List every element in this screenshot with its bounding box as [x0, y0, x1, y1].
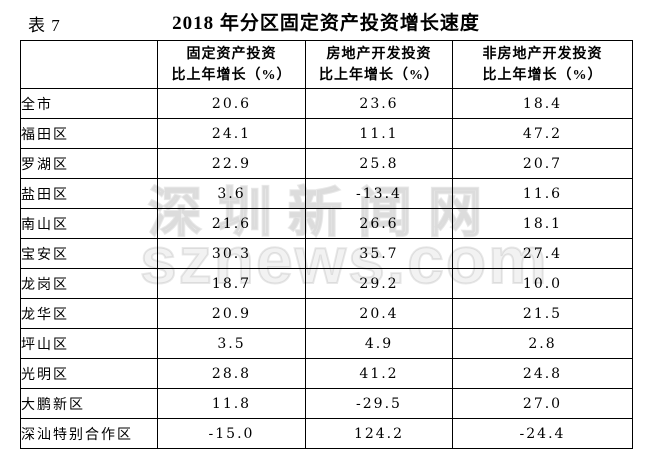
realestate-investment-value: 26.6 — [305, 208, 453, 239]
fixed-investment-value: 11.8 — [157, 388, 306, 419]
table-row: 福田区 24.1 11.1 47.2 — [20, 118, 633, 149]
table-row: 龙华区 20.9 20.4 21.5 — [20, 298, 633, 329]
district-name: 罗湖区 — [20, 148, 158, 179]
caption-row: 表 7 2018 年分区固定资产投资增长速度 — [20, 8, 632, 36]
district-name: 盐田区 — [20, 178, 158, 209]
fixed-investment-value: -15.0 — [157, 418, 306, 449]
table-number-label: 表 7 — [28, 16, 61, 35]
nonrealestate-investment-value: 24.8 — [452, 358, 633, 389]
nonrealestate-investment-value: 20.7 — [452, 148, 633, 179]
fixed-investment-value: 3.6 — [157, 178, 306, 209]
nonrealestate-investment-value: 27.4 — [452, 238, 633, 269]
fixed-investment-value: 24.1 — [157, 118, 306, 149]
table-row: 罗湖区 22.9 25.8 20.7 — [20, 148, 633, 179]
nonrealestate-investment-value: 10.0 — [452, 268, 633, 299]
nonrealestate-investment-value: 21.5 — [452, 298, 633, 329]
header-nonrealestate-investment-line1: 非房地产开发投资 — [482, 46, 603, 62]
header-nonrealestate-investment-line2: 比上年增长（%） — [482, 67, 603, 83]
district-name: 大鹏新区 — [20, 388, 158, 419]
district-name: 宝安区 — [20, 238, 158, 269]
realestate-investment-value: 124.2 — [305, 418, 453, 449]
fixed-investment-value: 3.5 — [157, 328, 306, 359]
district-name: 福田区 — [20, 118, 158, 149]
nonrealestate-investment-value: 11.6 — [452, 178, 633, 209]
realestate-investment-value: 4.9 — [305, 328, 453, 359]
investment-growth-table: 固定资产投资 比上年增长（%） 房地产开发投资 比上年增长（%） 非房地产开发投… — [20, 40, 633, 449]
realestate-investment-value: 23.6 — [305, 88, 453, 119]
realestate-investment-value: 29.2 — [305, 268, 453, 299]
district-name: 深汕特别合作区 — [20, 418, 158, 449]
table-row: 宝安区 30.3 35.7 27.4 — [20, 238, 633, 269]
page-title: 2018 年分区固定资产投资增长速度 — [172, 13, 480, 34]
nonrealestate-investment-value: 18.4 — [452, 88, 633, 119]
district-name: 龙华区 — [20, 298, 158, 329]
header-realestate-investment-line1: 房地产开发投资 — [326, 46, 432, 62]
fixed-investment-value: 20.9 — [157, 298, 306, 329]
header-fixed-investment-line2: 比上年增长（%） — [171, 67, 292, 83]
district-name: 全市 — [20, 88, 158, 119]
header-fixed-investment: 固定资产投资 比上年增长（%） — [157, 40, 306, 89]
nonrealestate-investment-value: 18.1 — [452, 208, 633, 239]
nonrealestate-investment-value: 2.8 — [452, 328, 633, 359]
table-row: 南山区 21.6 26.6 18.1 — [20, 208, 633, 239]
realestate-investment-value: 25.8 — [305, 148, 453, 179]
realestate-investment-value: 35.7 — [305, 238, 453, 269]
header-district — [20, 40, 158, 89]
header-fixed-investment-line1: 固定资产投资 — [186, 46, 277, 62]
fixed-investment-value: 28.8 — [157, 358, 306, 389]
table-row: 龙岗区 18.7 29.2 10.0 — [20, 268, 633, 299]
district-name: 光明区 — [20, 358, 158, 389]
fixed-investment-value: 22.9 — [157, 148, 306, 179]
table-row: 坪山区 3.5 4.9 2.8 — [20, 328, 633, 359]
fixed-investment-value: 20.6 — [157, 88, 306, 119]
district-name: 龙岗区 — [20, 268, 158, 299]
fixed-investment-value: 18.7 — [157, 268, 306, 299]
fixed-investment-value: 21.6 — [157, 208, 306, 239]
table-row: 盐田区 3.6 -13.4 11.6 — [20, 178, 633, 209]
header-nonrealestate-investment: 非房地产开发投资 比上年增长（%） — [452, 40, 633, 89]
table-row: 全市 20.6 23.6 18.4 — [20, 88, 633, 119]
nonrealestate-investment-value: 27.0 — [452, 388, 633, 419]
realestate-investment-value: 41.2 — [305, 358, 453, 389]
table-row: 大鹏新区 11.8 -29.5 27.0 — [20, 388, 633, 419]
realestate-investment-value: 11.1 — [305, 118, 453, 149]
table-row: 深汕特别合作区 -15.0 124.2 -24.4 — [20, 418, 633, 449]
realestate-investment-value: -13.4 — [305, 178, 453, 209]
header-realestate-investment: 房地产开发投资 比上年增长（%） — [305, 40, 453, 89]
nonrealestate-investment-value: -24.4 — [452, 418, 633, 449]
realestate-investment-value: -29.5 — [305, 388, 453, 419]
fixed-investment-value: 30.3 — [157, 238, 306, 269]
realestate-investment-value: 20.4 — [305, 298, 453, 329]
header-realestate-investment-line2: 比上年增长（%） — [319, 67, 439, 83]
table-row: 光明区 28.8 41.2 24.8 — [20, 358, 633, 389]
district-name: 南山区 — [20, 208, 158, 239]
header-row: 固定资产投资 比上年增长（%） 房地产开发投资 比上年增长（%） 非房地产开发投… — [20, 40, 633, 89]
nonrealestate-investment-value: 47.2 — [452, 118, 633, 149]
district-name: 坪山区 — [20, 328, 158, 359]
